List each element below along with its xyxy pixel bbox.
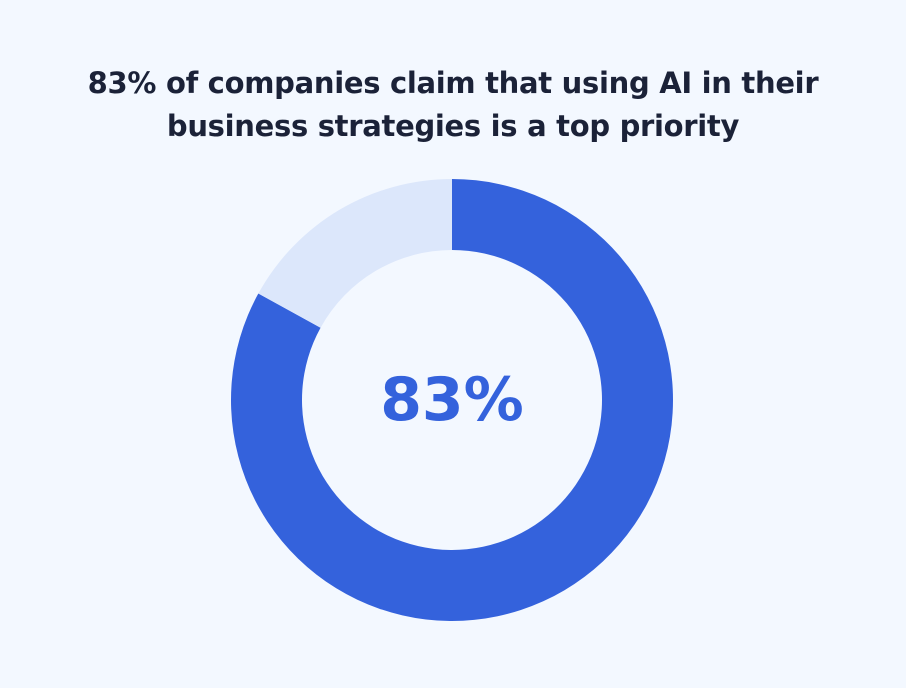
center-label: 83% bbox=[380, 365, 524, 435]
chart-title-line-2: business strategies is a top priority bbox=[166, 109, 740, 143]
donut-slice-1 bbox=[258, 179, 452, 328]
chart-title-line-1: 83% of companies claim that using AI in … bbox=[87, 66, 819, 100]
chart-title: 83% of companies claim that using AI in … bbox=[0, 62, 906, 148]
donut-slice-0 bbox=[230, 179, 674, 621]
